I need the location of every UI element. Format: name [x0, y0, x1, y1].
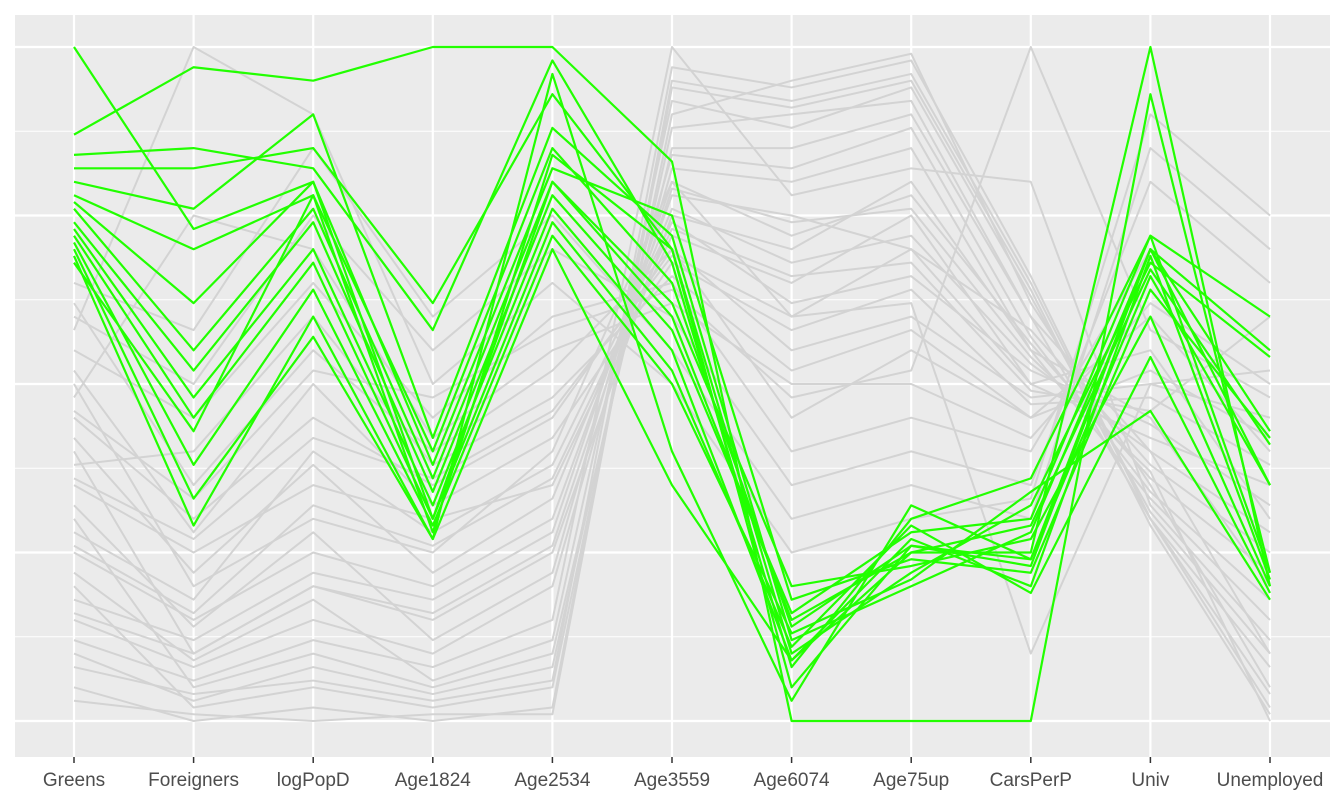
x-tick-label: Age1824 — [395, 770, 472, 791]
other-series-line — [73, 46, 1271, 682]
x-tick-label: Univ — [1131, 770, 1170, 791]
highlight-series-line — [73, 234, 1271, 635]
other-series-line — [73, 207, 1271, 574]
highlight-series-line — [73, 153, 1271, 689]
highlight-series-line — [73, 221, 1271, 648]
highlight-lines — [72, 45, 1272, 723]
other-series-line — [73, 254, 1271, 655]
other-series-line — [73, 79, 1271, 722]
x-tick-label: CarsPerP — [990, 770, 1072, 791]
other-series-line — [73, 52, 1271, 709]
highlight-series-line — [73, 207, 1272, 662]
other-series-line — [73, 194, 1271, 621]
x-tick-label: Age6074 — [754, 770, 831, 791]
highlight-series-line — [73, 248, 1271, 662]
other-series-line — [73, 59, 1271, 702]
highlight-series-line — [73, 59, 1271, 669]
other-series-line — [73, 72, 1271, 722]
other-series-line — [73, 46, 1271, 500]
x-tick-label: Greens — [43, 770, 105, 791]
x-tick-label: Age2534 — [514, 770, 591, 791]
x-tick-label: Foreigners — [148, 770, 239, 791]
x-axis: Greens Foreigners logPopD Age1824 Age2534 Age… — [43, 757, 1323, 791]
highlight-series-line — [72, 72, 1271, 702]
x-tick-label: Age75up — [873, 770, 949, 791]
x-tick-label: logPopD — [277, 770, 350, 791]
x-tick-label: Unemployed — [1217, 770, 1324, 791]
highlight-series-line — [73, 45, 1272, 622]
x-tick-label: Age3559 — [634, 770, 710, 791]
